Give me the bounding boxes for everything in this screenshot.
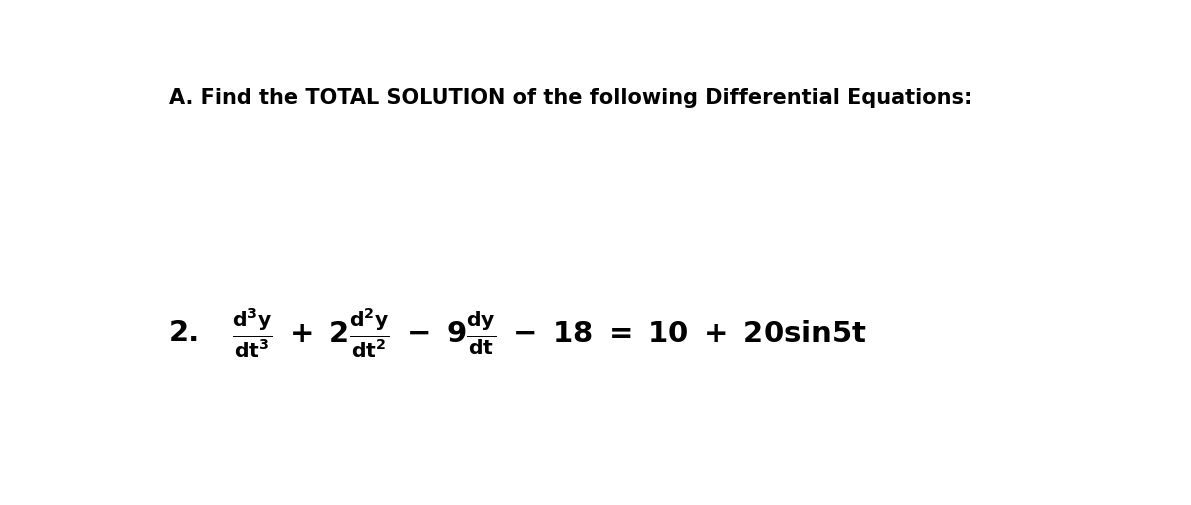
- Text: A. Find the TOTAL SOLUTION of the following Differential Equations:: A. Find the TOTAL SOLUTION of the follow…: [169, 88, 973, 108]
- Text: $\mathbf{\frac{d^3y}{dt^3}\ +\ 2\frac{d^2y}{dt^2}\ -\ 9\frac{dy}{dt}\ -\ 18\ =\ : $\mathbf{\frac{d^3y}{dt^3}\ +\ 2\frac{d^…: [232, 306, 867, 360]
- Text: 2.: 2.: [169, 319, 200, 347]
